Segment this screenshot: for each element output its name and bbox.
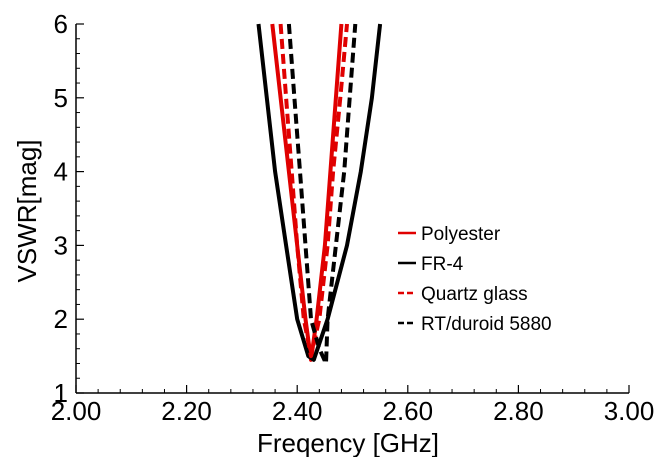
x-tick-label: 2.40 [272,396,323,426]
y-axis-label: VSWR[mag] [12,139,42,282]
y-tick-label: 5 [54,83,68,113]
y-tick-label: 4 [54,157,68,187]
x-tick-label: 2.20 [161,396,212,426]
legend-label: Quartz glass [421,284,528,305]
legend-label: FR-4 [421,254,464,275]
y-tick-label: 2 [54,304,68,334]
y-tick-label: 1 [54,378,68,408]
series-line-4 [286,23,358,366]
x-tick-label: 2.60 [382,396,433,426]
legend-label: RT/duroid 5880 [421,314,552,335]
x-axis-label: Freqency [GHz] [257,428,439,457]
legend: Polyester FR-4 Quartz glass RT/duroid 5880 [398,224,552,335]
plot-layer [256,23,383,366]
y-tick-label: 3 [54,230,68,260]
x-tick-label: 2.80 [493,396,544,426]
x-tick-label: 3.00 [604,396,655,426]
legend-label: Polyester [421,224,501,245]
axes-layer [75,24,629,394]
ticks-layer: 2.00 2.20 2.40 2.60 2.80 3.00 1 2 3 4 5 6 [51,9,655,426]
x-tick-label: 2.00 [51,396,102,426]
y-tick-label: 6 [54,9,68,39]
series-line-3 [278,23,349,359]
